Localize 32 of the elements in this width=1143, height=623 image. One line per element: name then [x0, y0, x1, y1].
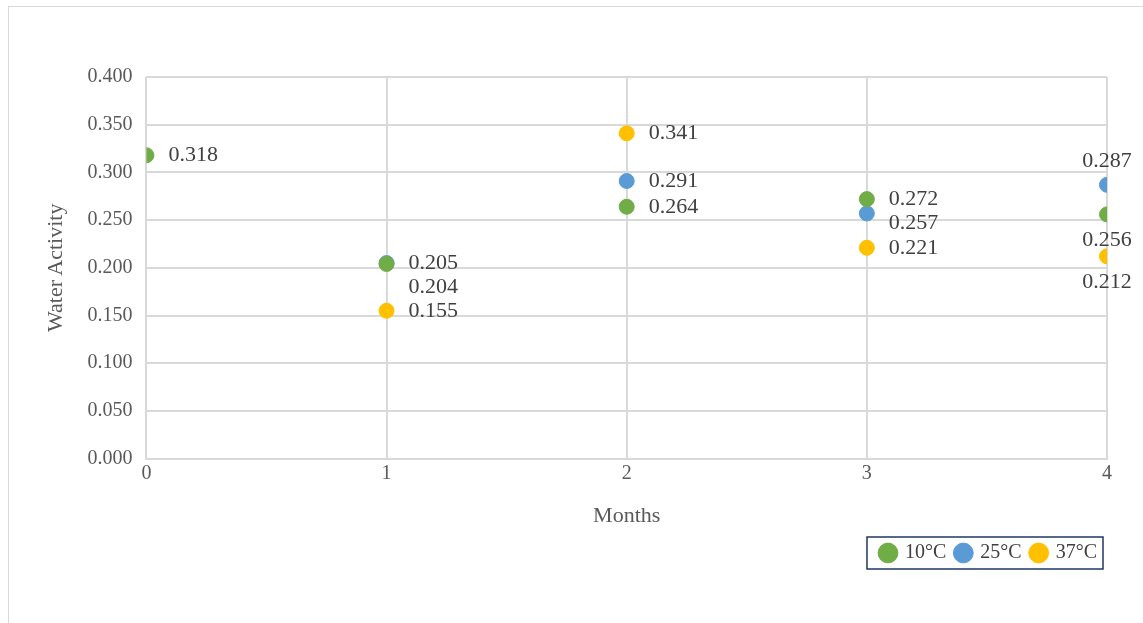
- data-label: 0.257: [888, 208, 939, 234]
- data-label: 0.264: [648, 192, 699, 218]
- data-label: 0.221: [888, 233, 939, 259]
- y-tick-label: 0.200: [87, 255, 133, 278]
- x-tick-label: 2: [621, 460, 632, 483]
- y-tick-label: 0.400: [87, 64, 133, 87]
- legend-label: 25°C: [980, 540, 1022, 563]
- data-label: 0.291: [648, 166, 699, 192]
- data-label: 0.287: [1082, 146, 1132, 172]
- y-tick-label: 0.300: [87, 159, 133, 182]
- data-label: 0.205: [408, 248, 459, 274]
- data-label: 0.204: [408, 272, 459, 298]
- data-label: 0.212: [1082, 268, 1132, 294]
- x-tick-label: 0: [141, 460, 152, 483]
- data-label: 0.341: [648, 119, 699, 145]
- y-tick-label: 0.150: [87, 302, 133, 325]
- x-axis-title: Months: [593, 501, 661, 527]
- y-axis-title: Water Activity: [41, 203, 67, 332]
- data-label: 0.155: [408, 296, 459, 322]
- y-tick-label: 0.050: [87, 398, 133, 421]
- y-tick-label: 0.250: [87, 207, 133, 230]
- legend-label: 10°C: [904, 540, 947, 563]
- data-label: 0.256: [1082, 226, 1132, 252]
- y-tick-label: 0.350: [87, 111, 133, 134]
- y-tick-label: 0.100: [87, 350, 133, 373]
- x-tick-label: 4: [1102, 460, 1112, 483]
- x-tick-label: 3: [861, 460, 872, 483]
- data-label: 0.318: [168, 141, 218, 167]
- legend-label: 37°C: [1055, 540, 1098, 563]
- data-label: 0.272: [888, 184, 939, 210]
- y-tick-label: 0.000: [87, 445, 133, 468]
- x-tick-label: 1: [381, 460, 392, 483]
